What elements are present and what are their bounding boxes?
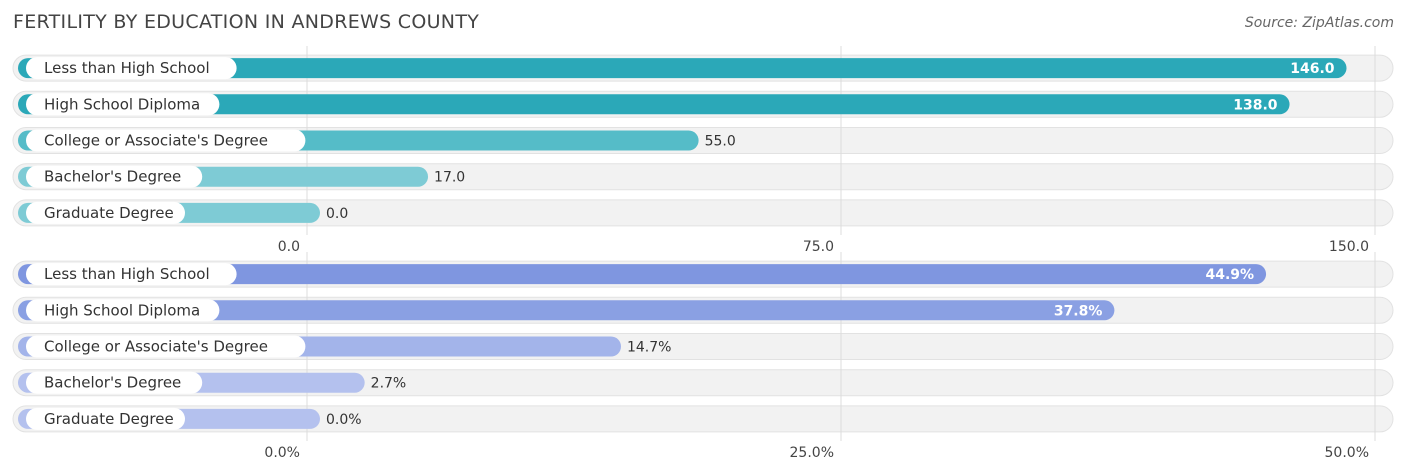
category-label-pill (26, 129, 306, 152)
category-label: Less than High School (44, 265, 210, 283)
category-label-pill (26, 57, 237, 80)
value-label: 138.0 (1233, 97, 1278, 113)
value-label: 37.8% (1054, 303, 1103, 319)
tick-label: 150.0 (1329, 239, 1369, 255)
value-label: 0.0% (326, 412, 362, 428)
category-label-pill (26, 165, 203, 188)
category-label: Less than High School (44, 59, 210, 77)
category-label-pill (26, 371, 203, 394)
category-label-pill (26, 335, 306, 358)
category-label: Graduate Degree (44, 204, 174, 222)
chart-title: FERTILITY BY EDUCATION IN ANDREWS COUNTY (13, 11, 480, 33)
value-label: 0.0 (326, 206, 348, 222)
tick-label: 25.0% (790, 445, 834, 461)
value-label: 44.9% (1205, 267, 1254, 283)
tick-label: 0.0% (264, 445, 300, 461)
row-track (12, 199, 1394, 227)
value-label: 146.0 (1290, 61, 1335, 77)
category-label: Bachelor's Degree (44, 168, 181, 186)
category-label: Graduate Degree (44, 410, 174, 428)
source-label: Source: ZipAtlas.com (1244, 15, 1394, 31)
bar (18, 300, 1115, 321)
value-label: 2.7% (371, 376, 407, 392)
category-label-pill (26, 93, 220, 116)
bar (18, 264, 1267, 285)
category-label-pill (26, 263, 237, 286)
category-label: High School Diploma (44, 95, 200, 113)
tick-label: 75.0 (803, 239, 834, 255)
value-label: 55.0 (705, 134, 736, 150)
bar (18, 94, 1290, 115)
tick-label: 50.0% (1325, 445, 1369, 461)
category-label: Bachelor's Degree (44, 374, 181, 392)
tick-label: 0.0 (278, 239, 300, 255)
category-label: College or Associate's Degree (44, 132, 268, 150)
value-label: 17.0 (434, 170, 465, 186)
category-label-pill (26, 299, 220, 322)
value-label: 14.7% (627, 340, 671, 356)
bar (18, 58, 1347, 79)
row-track (12, 405, 1394, 433)
category-label-pill (26, 201, 185, 224)
category-label: College or Associate's Degree (44, 338, 268, 356)
category-label-pill (26, 407, 185, 430)
category-label: High School Diploma (44, 301, 200, 319)
